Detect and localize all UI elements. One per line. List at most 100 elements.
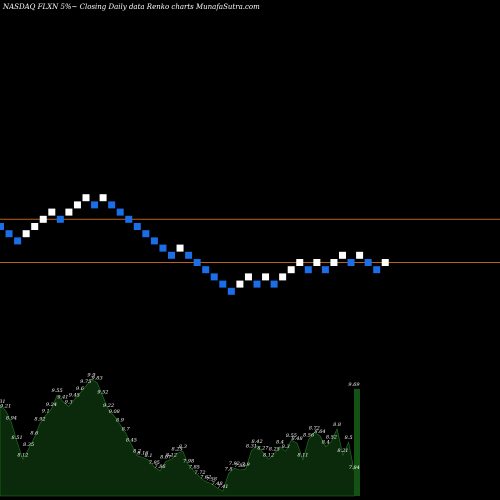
renko-brick-down	[227, 287, 235, 295]
renko-brick-down	[0, 223, 4, 230]
volume-value-label: 8.3	[282, 444, 290, 450]
volume-value-label: 9.21	[0, 403, 11, 409]
volume-value-label: 8.6	[30, 431, 39, 437]
renko-brick-up	[296, 259, 304, 266]
volume-value-label: 8.55	[286, 433, 297, 439]
volume-value-label: 8.12	[17, 452, 28, 458]
volume-value-label: 9.41	[57, 394, 68, 400]
volume-panel: 9.319.218.948.518.128.358.68.929.19.249.…	[0, 373, 360, 497]
volume-value-label: 9.9	[87, 373, 96, 379]
volume-value-label: 9.08	[109, 409, 120, 415]
volume-value-label: 9.3	[65, 399, 73, 405]
volume-value-label: 8.8	[333, 422, 341, 428]
volume-value-label: 9.52	[97, 390, 108, 396]
volume-value-label: 7.41	[217, 484, 228, 490]
volume-value-label: 8.27	[257, 446, 269, 452]
renko-brick-down	[168, 251, 175, 259]
renko-brick-down	[364, 259, 372, 266]
renko-brick-up	[82, 194, 90, 202]
volume-value-label: 7.58	[206, 477, 217, 483]
renko-brick-down	[142, 230, 150, 238]
volume-value-label: 8.4	[322, 440, 330, 446]
volume-value-label: 9.24	[46, 402, 57, 408]
volume-value-label: 8.21	[337, 448, 348, 454]
volume-value-label: 7.84	[349, 465, 360, 471]
volume-value-label: 8.12	[166, 452, 177, 458]
renko-brick-up	[339, 251, 346, 259]
volume-value-label: 8.3	[179, 444, 187, 450]
volume-value-label: 8.92	[34, 416, 45, 422]
volume-value-label: 8.56	[303, 433, 315, 439]
renko-brick-up	[176, 244, 184, 252]
volume-value-label: 9.6	[76, 386, 85, 392]
renko-brick-up	[73, 201, 81, 209]
volume-value-label: 8.31	[246, 444, 257, 450]
reference-lines	[0, 218, 500, 263]
volume-value-label: 8.94	[6, 416, 17, 422]
renko-brick-down	[56, 215, 64, 223]
renko-brick-down	[159, 244, 167, 252]
renko-brick-up	[330, 259, 338, 266]
renko-brick-down	[108, 201, 116, 209]
renko-brick-down	[253, 280, 261, 288]
renko-brick-up	[39, 215, 47, 223]
volume-value-label: 8.5	[345, 435, 353, 441]
renko-brick-down	[185, 251, 193, 259]
renko-brick-up	[244, 273, 252, 281]
renko-brick-down	[270, 280, 278, 288]
renko-brick-down	[14, 237, 22, 245]
volume-value-label: 8.9	[116, 417, 125, 423]
renko-brick-down	[321, 266, 329, 274]
renko-brick-down	[150, 237, 158, 245]
volume-value-label: 7.72	[194, 470, 205, 476]
chart-title: NASDAQ FLXN 5%~ Closing Daily data Renko…	[2, 3, 260, 11]
volume-value-label: 8.42	[252, 439, 263, 445]
volume-value-label: 8.07	[160, 455, 172, 461]
volume-value-label: 8.72	[309, 425, 320, 431]
volume-value-label: 8.51	[12, 435, 23, 441]
volume-value-label: 7.85	[189, 464, 200, 470]
volume-value-label: 7.86	[154, 464, 166, 470]
volume-value-label: 7.95	[149, 460, 160, 466]
volume-value-label: 8.25	[172, 446, 183, 452]
renko-brick-down	[202, 266, 210, 274]
volume-value-label: 7.48	[212, 481, 223, 487]
renko-brick-down	[373, 266, 381, 274]
volume-value-label: 8.4	[276, 440, 284, 446]
volume-value-label: 9.69	[348, 382, 360, 388]
renko-brick-up	[313, 259, 321, 266]
renko-brick-down	[116, 208, 124, 216]
renko-brick-up	[99, 194, 107, 202]
renko-brick-down	[91, 201, 99, 209]
renko-brick-down	[219, 280, 227, 288]
renko-brick-up	[236, 280, 244, 288]
renko-brick-up	[279, 273, 287, 281]
volume-value-label: 7.62	[200, 475, 211, 481]
renko-brick-up	[287, 266, 295, 274]
volume-value-label: 8.12	[263, 452, 274, 458]
volume-value-label: 8.35	[23, 442, 34, 448]
volume-value-label: 8.64	[314, 429, 325, 435]
volume-value-label: 9.55	[52, 388, 63, 394]
renko-brick-down	[125, 215, 133, 223]
volume-value-label: 8.25	[269, 446, 280, 452]
volume-value-label: 7.9	[242, 462, 251, 468]
renko-brick-up	[22, 230, 30, 238]
volume-area	[0, 379, 355, 497]
renko-brick-down	[5, 230, 13, 238]
renko-brick-up	[381, 259, 389, 266]
renko-brick-down	[133, 223, 141, 230]
volume-value-label: 8.16	[137, 451, 149, 457]
volume-value-label: 7.88	[234, 463, 245, 469]
volume-value-label: 8.7	[122, 426, 131, 432]
renko-brick-down	[210, 273, 218, 281]
volume-last-bar	[354, 388, 360, 496]
volume-value-label: 9.31	[0, 399, 6, 405]
volume-value-label: 7.98	[183, 459, 194, 465]
volume-value-label: 8.2	[133, 449, 141, 455]
renko-brick-up	[31, 223, 39, 230]
renko-brick-down	[304, 266, 312, 274]
renko-brick-up	[65, 208, 73, 216]
volume-value-label: 8.45	[126, 438, 137, 444]
